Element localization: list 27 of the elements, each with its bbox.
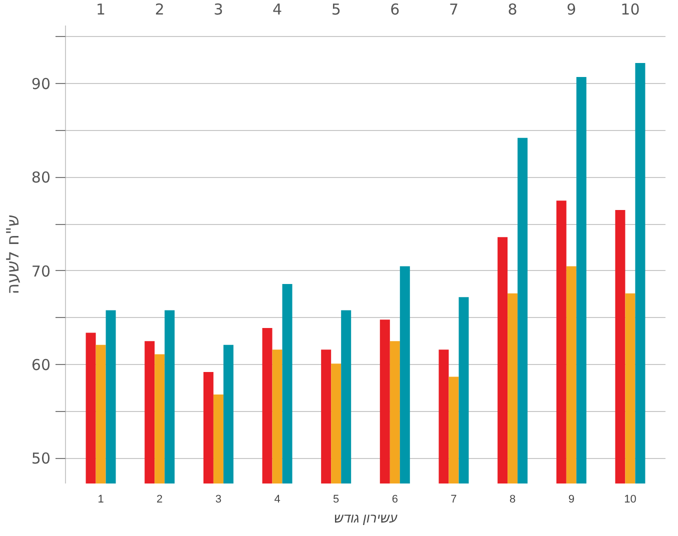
x-tick-label: 7 bbox=[448, 0, 459, 18]
category-label: 2 bbox=[156, 494, 163, 506]
category-label: 5 bbox=[333, 494, 340, 506]
x-tick-label: 2 bbox=[154, 0, 164, 18]
x-axis-title: עשירון גודש bbox=[334, 510, 398, 526]
y-tick-label: 50 bbox=[31, 450, 51, 468]
y-tick-label: 90 bbox=[31, 75, 51, 94]
x-tick-label: 10 bbox=[620, 0, 640, 18]
category-label: 6 bbox=[392, 494, 398, 506]
category-label: 8 bbox=[510, 494, 516, 506]
category-label: 9 bbox=[568, 494, 574, 506]
y-tick-label: 80 bbox=[31, 168, 51, 187]
x-tick-label: 9 bbox=[566, 0, 576, 18]
y-axis-title: ש"ח לשעה bbox=[3, 214, 24, 294]
y-tick-label: 60 bbox=[31, 356, 51, 374]
x-tick-label: 4 bbox=[272, 0, 282, 18]
x-tick-label: 8 bbox=[508, 0, 518, 18]
category-label: 4 bbox=[274, 494, 280, 506]
x-tick-label: 5 bbox=[331, 0, 341, 18]
x-tick-label: 1 bbox=[96, 0, 106, 18]
x-tick-label: 6 bbox=[390, 0, 400, 18]
category-label: 7 bbox=[450, 494, 457, 506]
category-label: 10 bbox=[624, 494, 636, 506]
category-label: 1 bbox=[98, 494, 104, 506]
category-label: 3 bbox=[215, 494, 222, 506]
x-tick-label: 3 bbox=[214, 0, 224, 18]
y-tick-label: 70 bbox=[31, 262, 51, 280]
